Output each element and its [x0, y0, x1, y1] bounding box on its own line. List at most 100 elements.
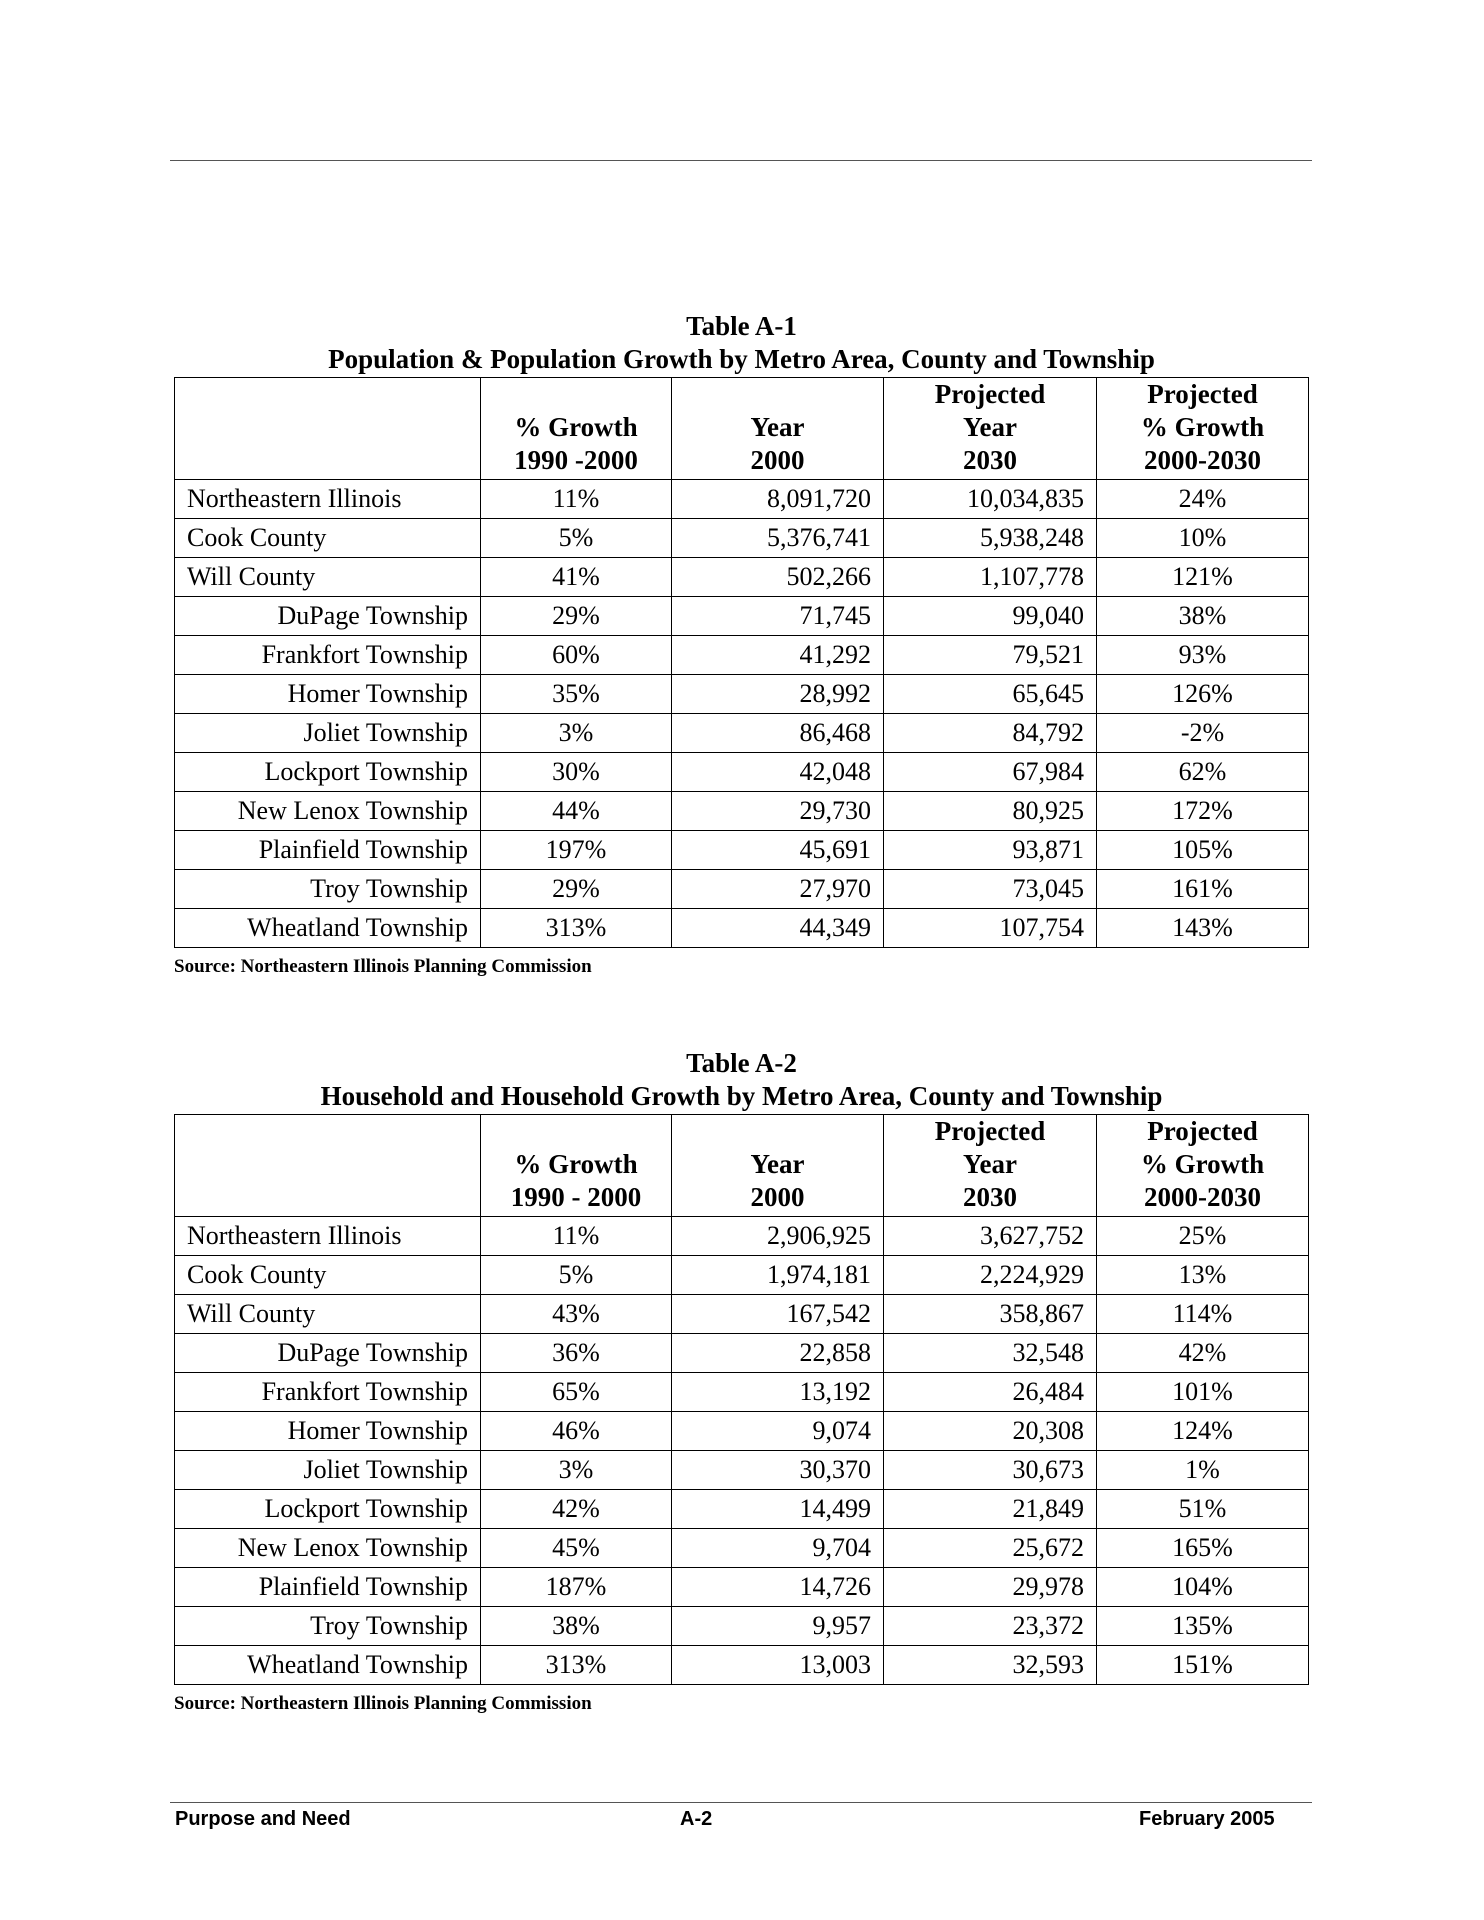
table-cell: 107,754 [883, 908, 1097, 948]
table-cell: 5,938,248 [883, 518, 1097, 558]
table-cell: 14,499 [671, 1489, 884, 1529]
header-line: Year [963, 412, 1017, 442]
table-cell: 23,372 [883, 1606, 1097, 1646]
table-cell: 313% [480, 1645, 672, 1685]
table-cell: 104% [1096, 1567, 1309, 1607]
table-a1-heading: Table A-1 Population & Population Growth… [174, 310, 1309, 376]
table-row: Northeastern Illinois 11% 8,091,720 10,034,… [174, 479, 1309, 519]
row-label: Plainfield Township [174, 1567, 481, 1607]
row-label: Troy Township [174, 869, 481, 909]
table-row: Northeastern Illinois 11% 2,906,925 3,627,7… [174, 1216, 1309, 1256]
column-header: Projected% Growth 2000-2030 [1096, 1114, 1309, 1217]
table-cell: -2% [1096, 713, 1309, 753]
table-cell: 3,627,752 [883, 1216, 1097, 1256]
table-cell: 44% [480, 791, 672, 831]
table-row: Joliet Township 3% 30,370 30,673 1% [174, 1450, 1309, 1490]
header-line: Projected [1147, 1116, 1258, 1146]
table-cell: 29,730 [671, 791, 884, 831]
table-cell: 41% [480, 557, 672, 597]
table-cell: 22,858 [671, 1333, 884, 1373]
table-cell: 44,349 [671, 908, 884, 948]
row-label: Will County [174, 1294, 481, 1334]
table-cell: 21,849 [883, 1489, 1097, 1529]
household-table: % Growth 1990 - 2000 Year 2000 Projected Yea… [174, 1114, 1309, 1685]
table-cell: 42% [1096, 1333, 1309, 1373]
table-cell: 62% [1096, 752, 1309, 792]
table-cell: 46% [480, 1411, 672, 1451]
column-header: % Growth 1990 -2000 [480, 377, 672, 480]
row-label: Homer Township [174, 1411, 481, 1451]
column-header: Year 2000 [671, 1114, 884, 1217]
table-row: New Lenox Township 45% 9,704 25,672 165% [174, 1528, 1309, 1568]
table-cell: 11% [480, 1216, 672, 1256]
table-cell: 165% [1096, 1528, 1309, 1568]
table-cell: 3% [480, 1450, 672, 1490]
column-header: Projected Year 2030 [883, 377, 1097, 480]
table-cell: 9,957 [671, 1606, 884, 1646]
table-cell: 8,091,720 [671, 479, 884, 519]
table-cell: 79,521 [883, 635, 1097, 675]
table-cell: 67,984 [883, 752, 1097, 792]
table-cell: 73,045 [883, 869, 1097, 909]
table-cell: 38% [1096, 596, 1309, 636]
header-line: Year [963, 1149, 1017, 1179]
table-cell: 27,970 [671, 869, 884, 909]
table-cell: 51% [1096, 1489, 1309, 1529]
table-cell: 30,673 [883, 1450, 1097, 1490]
header-line [684, 1115, 871, 1148]
table-cell: 25,672 [883, 1528, 1097, 1568]
table-cell: 1% [1096, 1450, 1309, 1490]
column-header [174, 1114, 481, 1217]
table-cell: 2,906,925 [671, 1216, 884, 1256]
table-cell: 99,040 [883, 596, 1097, 636]
table-cell: 13% [1096, 1255, 1309, 1295]
table-cell: 93% [1096, 635, 1309, 675]
table-cell: 9,074 [671, 1411, 884, 1451]
table-row: Frankfort Township 60% 41,292 79,521 93% [174, 635, 1309, 675]
column-header: Projected Year 2030 [883, 1114, 1097, 1217]
table-row: Wheatland Township 313% 13,003 32,593 151% [174, 1645, 1309, 1685]
table-cell: 32,593 [883, 1645, 1097, 1685]
table-a2-title: Household and Household Growth by Metro … [320, 1081, 1163, 1111]
header-row: % Growth 1990 -2000 Year 2000 Projected Year… [174, 377, 1309, 480]
footer-page-number: A-2 [680, 1808, 713, 1830]
header-line [187, 1181, 468, 1214]
table-cell: 25% [1096, 1216, 1309, 1256]
table-row: Homer Township 35% 28,992 65,645 126% [174, 674, 1309, 714]
table-cell: 84,792 [883, 713, 1097, 753]
row-label: New Lenox Township [174, 791, 481, 831]
table-cell: 502,266 [671, 557, 884, 597]
header-line: % Growth [514, 412, 638, 442]
table-cell: 5% [480, 518, 672, 558]
table-cell: 197% [480, 830, 672, 870]
row-label: Northeastern Illinois [174, 1216, 481, 1256]
table-cell: 126% [1096, 674, 1309, 714]
table-row: Lockport Township 30% 42,048 67,984 62% [174, 752, 1309, 792]
table-cell: 65,645 [883, 674, 1097, 714]
header-line: 2000 [750, 445, 805, 475]
table-cell: 187% [480, 1567, 672, 1607]
table-cell: 105% [1096, 830, 1309, 870]
table-cell: 161% [1096, 869, 1309, 909]
header-line: 2000-2030 [1144, 445, 1261, 475]
table-cell: 65% [480, 1372, 672, 1412]
footer-date: February 2005 [1139, 1808, 1275, 1830]
table-cell: 45,691 [671, 830, 884, 870]
table-row: New Lenox Township 44% 29,730 80,925 172% [174, 791, 1309, 831]
table-row: Plainfield Township 187% 14,726 29,978 104% [174, 1567, 1309, 1607]
row-label: Plainfield Township [174, 830, 481, 870]
table-cell: 20,308 [883, 1411, 1097, 1451]
table-cell: 151% [1096, 1645, 1309, 1685]
header-line: 2030 [963, 445, 1017, 475]
header-line [493, 378, 659, 411]
header-line [187, 1148, 468, 1181]
column-header [174, 377, 481, 480]
table-cell: 42% [480, 1489, 672, 1529]
header-rule [170, 160, 1312, 161]
table-cell: 26,484 [883, 1372, 1097, 1412]
row-label: Northeastern Illinois [174, 479, 481, 519]
table-cell: 167,542 [671, 1294, 884, 1334]
row-label: Troy Township [174, 1606, 481, 1646]
row-label: Joliet Township [174, 1450, 481, 1490]
